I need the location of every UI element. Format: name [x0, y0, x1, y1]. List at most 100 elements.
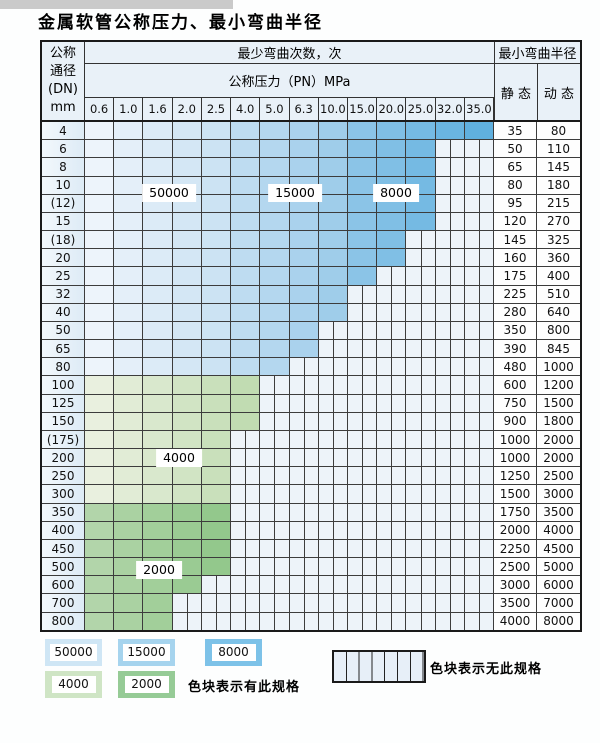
legend-unavailable-label: 色块表示无此规格 — [430, 662, 543, 677]
no-spec-cell — [318, 430, 348, 449]
no-spec-cell — [406, 430, 436, 449]
static-radius-cell: 1750 — [494, 503, 537, 521]
spec-available-cell — [172, 249, 202, 267]
table-row: 100 600 1200 — [42, 376, 580, 395]
dn-value-cell: 20 — [42, 249, 85, 267]
dn-value-cell: 15 — [42, 212, 85, 231]
spec-available-cell — [143, 140, 173, 158]
dynamic-column-header: 动 态 — [537, 64, 580, 120]
dynamic-radius-cell: 510 — [537, 285, 580, 303]
no-spec-cell — [435, 140, 465, 158]
no-spec-cell — [377, 558, 407, 576]
no-spec-cell — [260, 558, 290, 576]
pressure-cells — [85, 285, 495, 303]
spec-available-cell — [231, 158, 261, 176]
spec-available-cell — [260, 340, 290, 358]
pressure-cells — [85, 430, 495, 449]
dn-value-cell: 6 — [42, 140, 85, 158]
no-spec-cell — [464, 267, 495, 285]
no-spec-cell — [406, 340, 436, 358]
no-spec-cell — [435, 539, 465, 558]
no-spec-cell — [289, 430, 319, 449]
no-spec-cell — [318, 358, 348, 376]
pressure-cells — [85, 231, 495, 249]
dynamic-radius-cell: 4500 — [537, 539, 580, 558]
no-spec-cell — [435, 231, 465, 249]
no-spec-cell — [289, 485, 319, 503]
no-spec-cell — [406, 358, 436, 376]
pressure-header-cell: 1.0 — [114, 98, 144, 120]
dynamic-radius-cell: 3500 — [537, 503, 580, 521]
no-spec-cell — [347, 521, 378, 540]
table-row: 450 2250 4500 — [42, 539, 580, 559]
no-spec-cell — [318, 412, 348, 431]
dn-value-cell: (18) — [42, 231, 85, 249]
dn-value-cell: 50 — [42, 321, 85, 340]
static-radius-cell: 480 — [494, 358, 537, 376]
dn-value-cell: 65 — [42, 340, 85, 358]
pressure-cells — [85, 467, 495, 485]
pressure-cells — [85, 303, 495, 322]
no-spec-cell — [464, 321, 495, 340]
dn-value-cell: 8 — [42, 158, 85, 176]
spec-available-cell — [114, 285, 144, 303]
spec-available-cell — [85, 412, 115, 430]
table-row: 65 390 845 — [42, 340, 580, 359]
spec-available-cell — [231, 176, 261, 194]
static-radius-cell: 225 — [494, 285, 537, 303]
no-spec-cell — [406, 521, 436, 540]
legend-swatch-label: 15000 — [123, 644, 170, 661]
no-spec-cell — [464, 358, 495, 376]
dn-value-cell: (12) — [42, 194, 85, 212]
dynamic-radius-cell: 3000 — [537, 485, 580, 503]
spec-available-cell — [114, 521, 144, 539]
spec-available-cell — [114, 303, 144, 321]
dn-header-line: (DN) — [48, 82, 78, 97]
dynamic-radius-cell: 1800 — [537, 412, 580, 430]
no-spec-cell — [347, 503, 378, 521]
spec-available-cell — [114, 140, 144, 158]
no-spec-cell — [435, 503, 465, 521]
pressure-cells — [85, 576, 495, 594]
spec-available-cell — [85, 612, 115, 630]
no-spec-cell — [231, 485, 261, 503]
spec-available-cell — [406, 140, 436, 158]
spec-available-cell — [260, 158, 290, 176]
table-row: 50 350 800 — [42, 321, 580, 341]
no-spec-cell — [464, 231, 495, 249]
pressure-cells — [85, 412, 495, 431]
no-spec-cell — [377, 576, 407, 594]
spec-available-cell — [114, 394, 144, 412]
static-radius-cell: 175 — [494, 267, 537, 285]
spec-available-cell — [231, 140, 261, 158]
spec-available-cell — [172, 285, 202, 303]
pressure-cells — [85, 594, 495, 612]
no-spec-cell — [435, 321, 465, 340]
dn-value-cell: (175) — [42, 430, 85, 449]
no-spec-cell — [201, 594, 232, 612]
spec-available-cell — [114, 594, 144, 612]
spec-available-cell — [201, 376, 232, 394]
spec-available-cell — [114, 158, 144, 176]
pressure-header: 公称压力（PN）MPa — [85, 64, 494, 98]
no-spec-cell — [289, 521, 319, 540]
dynamic-radius-cell: 1500 — [537, 394, 580, 412]
no-spec-cell — [435, 430, 465, 449]
dynamic-radius-cell: 640 — [537, 303, 580, 321]
static-radius-cell: 2000 — [494, 521, 537, 539]
spec-available-cell — [377, 231, 407, 249]
no-spec-cell — [464, 249, 495, 267]
dynamic-radius-cell: 1000 — [537, 358, 580, 376]
no-spec-cell — [406, 231, 436, 249]
spec-available-cell — [201, 521, 232, 539]
no-spec-cell — [406, 503, 436, 521]
spec-available-cell — [231, 122, 261, 140]
no-spec-cell — [377, 539, 407, 558]
spec-available-cell — [260, 249, 290, 267]
no-spec-cell — [289, 394, 319, 412]
spec-available-cell — [377, 140, 407, 158]
table-row: 300 1500 3000 — [42, 485, 580, 504]
spec-available-cell — [201, 485, 232, 503]
dn-value-cell: 350 — [42, 503, 85, 521]
static-radius-cell: 1500 — [494, 485, 537, 503]
